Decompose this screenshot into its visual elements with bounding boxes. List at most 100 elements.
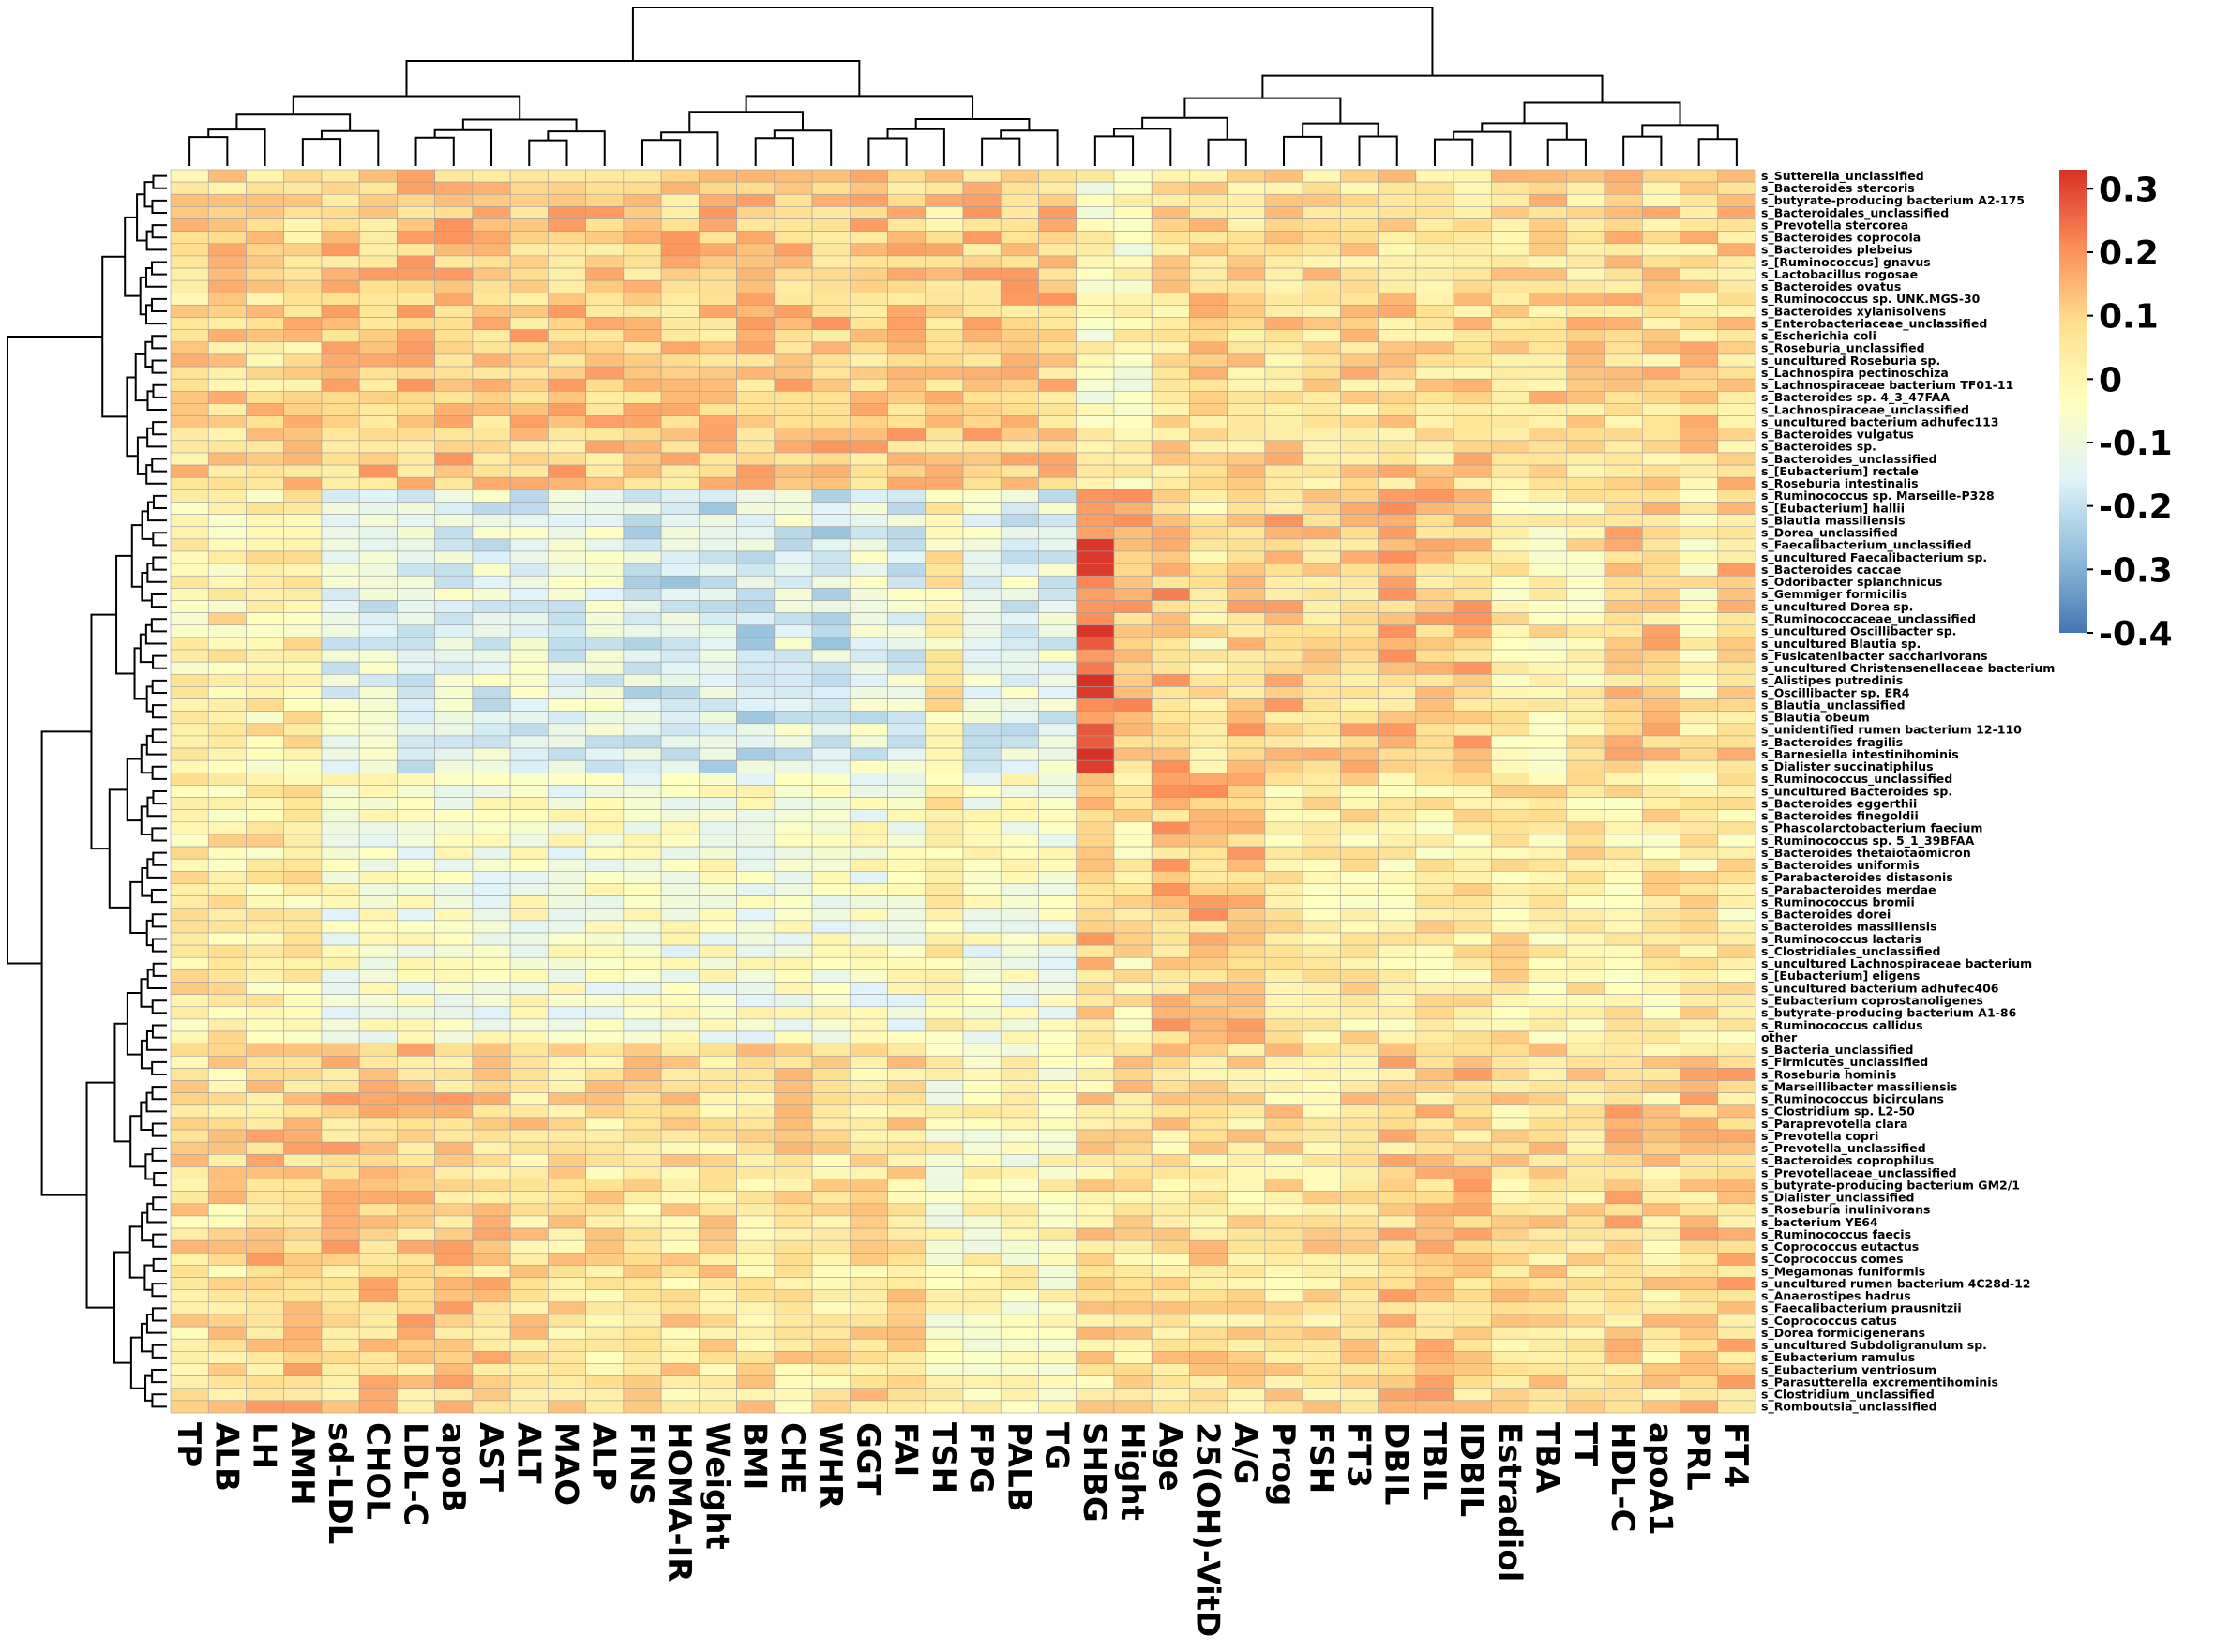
heatmap-cell — [358, 673, 398, 687]
heatmap-cell — [1113, 1129, 1153, 1143]
heatmap-cell — [1641, 1338, 1680, 1352]
heatmap-cell — [509, 773, 549, 786]
heatmap-cell — [358, 1154, 398, 1167]
heatmap-cell — [887, 747, 927, 761]
heatmap-cell — [548, 1227, 586, 1241]
heatmap-cell — [509, 305, 549, 318]
heatmap-cell — [1038, 1191, 1077, 1205]
heatmap-cell — [1680, 1117, 1719, 1131]
heatmap-cell — [811, 218, 851, 232]
heatmap-cell — [1227, 686, 1266, 699]
heatmap-cell — [1491, 661, 1529, 675]
heatmap-cell — [472, 329, 511, 343]
heatmap-cell — [1151, 637, 1190, 651]
heatmap-cell — [321, 661, 360, 675]
heatmap-cell — [774, 1338, 813, 1352]
heatmap-cell — [849, 514, 888, 528]
heatmap-cell — [774, 440, 813, 454]
heatmap-cell — [623, 1289, 662, 1303]
heatmap-cell — [1038, 1338, 1077, 1352]
dendrogram-link — [146, 796, 167, 818]
heatmap-cell — [623, 649, 662, 663]
heatmap-cell — [170, 1203, 209, 1217]
heatmap-cell — [811, 1277, 851, 1291]
heatmap-cell — [1566, 279, 1605, 293]
heatmap-cell — [1340, 1351, 1379, 1364]
heatmap-cell — [1641, 305, 1680, 318]
heatmap-cell — [1227, 1388, 1266, 1402]
heatmap-cell — [358, 1400, 398, 1414]
row-label: s_Lachnospiraceae bacterium TF01-11 — [1761, 378, 2013, 393]
heatmap-cell — [1113, 908, 1153, 922]
heatmap-cell — [774, 883, 813, 896]
heatmap-cell — [1717, 329, 1756, 343]
heatmap-cell — [472, 305, 511, 318]
heatmap-cell — [811, 526, 851, 540]
heatmap-cell — [1415, 550, 1454, 564]
heatmap-cell — [585, 1338, 625, 1352]
heatmap-cell — [1076, 871, 1115, 884]
heatmap-cell — [1000, 821, 1039, 835]
heatmap-cell — [246, 329, 285, 343]
heatmap-cell — [774, 624, 813, 638]
heatmap-cell — [1641, 908, 1680, 922]
heatmap-cell — [1340, 403, 1379, 416]
heatmap-cell — [887, 1166, 927, 1179]
heatmap-cell — [660, 1179, 700, 1192]
heatmap-cell — [1453, 1191, 1492, 1205]
heatmap-cell — [774, 1141, 813, 1155]
heatmap-cell — [509, 243, 549, 257]
heatmap-cell — [811, 1289, 851, 1303]
column-label: ALB — [207, 1422, 245, 1492]
heatmap-cell — [1000, 1154, 1039, 1167]
colorbar-tick-label: -0.4 — [2099, 615, 2173, 653]
heatmap-cell — [1302, 637, 1341, 651]
heatmap-cell — [585, 883, 625, 896]
heatmap-cell — [434, 575, 474, 589]
heatmap-cell — [358, 1018, 398, 1032]
dendrogram-link — [151, 1369, 167, 1384]
heatmap-cell — [736, 1301, 776, 1315]
heatmap-cell — [472, 624, 511, 638]
heatmap-cell — [660, 1092, 700, 1106]
heatmap-cell — [170, 550, 209, 564]
heatmap-cell — [1113, 723, 1153, 737]
heatmap-cell — [509, 686, 549, 699]
heatmap-cell — [1604, 1253, 1643, 1266]
heatmap-cell — [246, 1092, 285, 1106]
heatmap-cell — [585, 353, 625, 368]
heatmap-cell — [1151, 920, 1190, 934]
heatmap-cell — [548, 821, 586, 835]
heatmap-cell — [1680, 1154, 1719, 1167]
heatmap-cell — [1680, 292, 1719, 306]
heatmap-cell — [1378, 353, 1417, 368]
heatmap-cell — [1566, 1055, 1605, 1069]
heatmap-cell — [1491, 1265, 1529, 1278]
heatmap-cell — [1302, 871, 1341, 884]
heatmap-cell — [1340, 920, 1379, 934]
heatmap-cell — [1302, 514, 1341, 528]
dendrogram-link — [688, 111, 804, 133]
heatmap-cell — [660, 169, 700, 183]
heatmap-cell — [1076, 218, 1115, 232]
heatmap-cell — [358, 686, 398, 699]
heatmap-cell — [962, 193, 1002, 207]
heatmap-cell — [962, 1043, 1002, 1057]
heatmap-cell — [1264, 538, 1303, 552]
column-label: MAO — [548, 1422, 585, 1506]
heatmap-cell — [925, 218, 964, 232]
heatmap-cell — [887, 1253, 927, 1266]
column-label: CHE — [774, 1422, 811, 1494]
heatmap-cell — [585, 1068, 625, 1081]
heatmap-cell — [1566, 956, 1605, 970]
heatmap-cell — [1302, 231, 1341, 245]
heatmap-cell — [509, 1104, 549, 1119]
heatmap-cell — [1566, 1239, 1605, 1254]
heatmap-cell — [1378, 1265, 1417, 1278]
heatmap-cell — [660, 1055, 700, 1069]
heatmap-cell — [1189, 735, 1228, 749]
heatmap-cell — [736, 759, 776, 773]
heatmap-cell — [1302, 759, 1341, 773]
heatmap-cell — [962, 883, 1002, 896]
heatmap-cell — [925, 908, 964, 922]
